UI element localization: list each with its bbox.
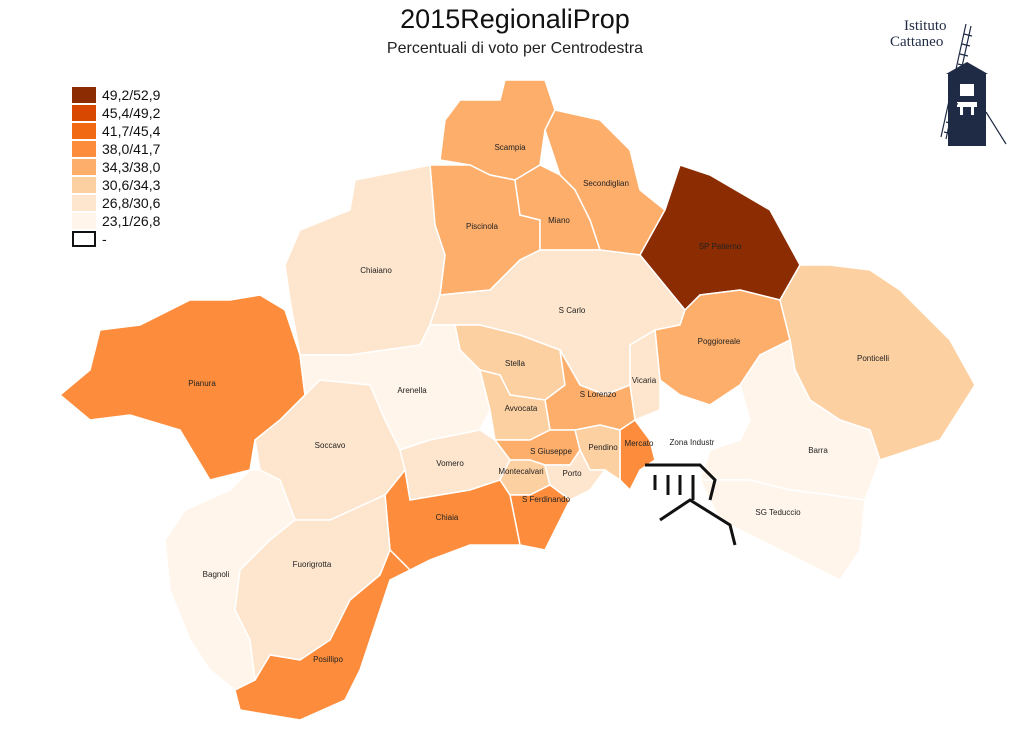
legend-label: 26,8/30,6 (102, 195, 161, 211)
region-label: Soccavo (315, 441, 346, 450)
region-label: Ponticelli (857, 354, 889, 363)
region-posillipo[interactable] (234, 548, 412, 721)
region-label: Barra (808, 446, 828, 455)
region-label: Montecalvari (498, 467, 544, 476)
legend-label: 30,6/34,3 (102, 177, 161, 193)
region-label: Avvocata (505, 404, 538, 413)
legend-item: 41,7/45,4 (72, 122, 160, 140)
region-label: Miano (548, 216, 570, 225)
legend-label: 34,3/38,0 (102, 159, 161, 175)
legend-item: 49,2/52,9 (72, 86, 160, 104)
port-structures (645, 463, 737, 546)
region-sg-teduccio[interactable] (698, 479, 866, 581)
legend-label: 23,1/26,8 (102, 213, 161, 229)
legend-label: 49,2/52,9 (102, 87, 161, 103)
legend-item: 23,1/26,8 (72, 212, 160, 230)
legend-swatch (72, 87, 96, 103)
region-label: Porto (562, 469, 582, 478)
legend-label: - (102, 231, 107, 247)
legend-label: 38,0/41,7 (102, 141, 161, 157)
region-label: S Giuseppe (530, 447, 572, 456)
region-label: S Lorenzo (580, 390, 617, 399)
legend-item: 26,8/30,6 (72, 194, 160, 212)
region-label: Arenella (397, 386, 427, 395)
legend-swatch (72, 195, 96, 211)
region-vicaria[interactable] (629, 328, 661, 422)
region-label: Mercato (625, 439, 654, 448)
legend-item: 34,3/38,0 (72, 158, 160, 176)
legend-item: 45,4/49,2 (72, 104, 160, 122)
logo-line2: Cattaneo (890, 34, 944, 50)
legend: 49,2/52,9 45,4/49,2 41,7/45,4 38,0/41,7 34,3… (72, 86, 160, 248)
legend-item: 38,0/41,7 (72, 140, 160, 158)
region-chiaia[interactable] (384, 468, 521, 571)
map-regions (58, 79, 976, 721)
region-label: S Carlo (559, 306, 586, 315)
legend-label: 41,7/45,4 (102, 123, 161, 139)
legend-swatch (72, 213, 96, 229)
logo-line1: Istituto (904, 18, 947, 34)
region-label: Posillipo (313, 655, 343, 664)
legend-swatch (72, 177, 96, 193)
region-label: Fuorigrotta (293, 560, 332, 569)
region-label: Vicaria (632, 376, 657, 385)
region-label: Chiaia (436, 513, 459, 522)
region-label: S Ferdinando (522, 495, 571, 504)
region-label: Pianura (188, 379, 216, 388)
region-chiaiano[interactable] (284, 164, 446, 356)
region-label: Chiaiano (360, 266, 392, 275)
region-label: Bagnoli (203, 570, 230, 579)
region-labels: Scampia Secondiglian Piscinola Miano SP Pati… (188, 143, 889, 664)
region-label: SG Teduccio (755, 508, 801, 517)
region-label: SP Patierno (699, 242, 742, 251)
region-label: Zona Industr (670, 438, 715, 447)
region-label: Pendino (588, 443, 618, 452)
region-label: Poggioreale (698, 337, 741, 346)
region-label: Scampia (494, 143, 526, 152)
legend-swatch (72, 159, 96, 175)
legend-item: 30,6/34,3 (72, 176, 160, 194)
map-title: 2015RegionaliProp (400, 4, 630, 34)
legend-swatch (72, 231, 96, 247)
istituto-cattaneo-logo: Istituto Cattaneo (886, 12, 1016, 147)
legend-swatch (72, 123, 96, 139)
region-label: Secondiglian (583, 179, 629, 188)
region-label: Piscinola (466, 222, 499, 231)
map-subtitle: Percentuali di voto per Centrodestra (386, 40, 644, 57)
legend-swatch (72, 141, 96, 157)
legend-item: - (72, 230, 160, 248)
region-label: Vomero (436, 459, 464, 468)
legend-label: 45,4/49,2 (102, 105, 161, 121)
region-label: Stella (505, 359, 526, 368)
windmill-icon (940, 23, 1007, 146)
legend-swatch (72, 105, 96, 121)
